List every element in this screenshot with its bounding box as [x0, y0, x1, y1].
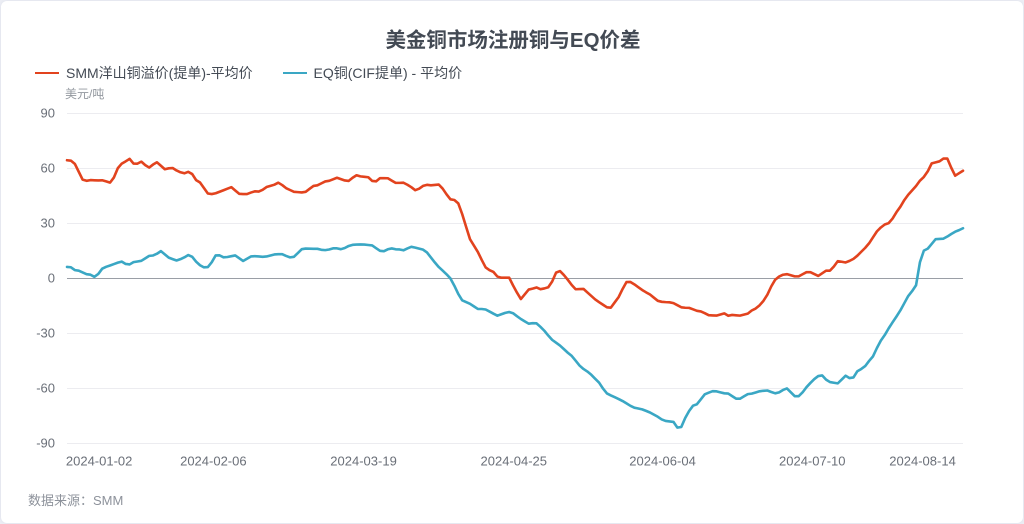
svg-text:2024-04-25: 2024-04-25 [481, 454, 548, 469]
svg-text:30: 30 [41, 216, 55, 231]
svg-text:2024-01-02: 2024-01-02 [66, 454, 132, 469]
svg-text:2024-03-19: 2024-03-19 [330, 454, 397, 469]
svg-text:2024-06-04: 2024-06-04 [629, 454, 696, 469]
svg-text:-30: -30 [36, 326, 55, 341]
svg-text:2024-07-10: 2024-07-10 [779, 454, 846, 469]
svg-text:0: 0 [48, 271, 55, 286]
svg-text:90: 90 [41, 106, 55, 121]
svg-text:2024-08-14: 2024-08-14 [889, 454, 956, 469]
svg-text:-90: -90 [36, 436, 55, 451]
svg-text:-60: -60 [36, 381, 55, 396]
svg-text:60: 60 [41, 161, 55, 176]
svg-text:2024-02-06: 2024-02-06 [180, 454, 247, 469]
